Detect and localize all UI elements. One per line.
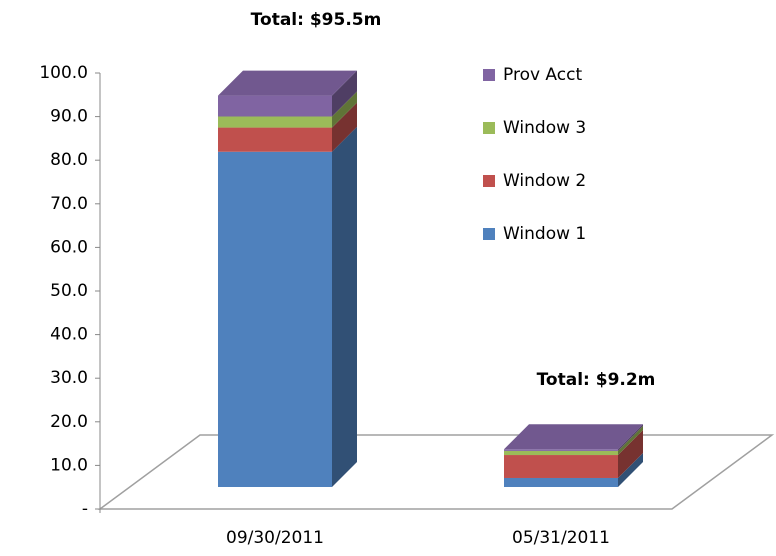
annotation: Total: $9.2m bbox=[537, 370, 656, 390]
y-tick-label: 50.0 bbox=[50, 281, 88, 301]
bar bbox=[218, 95, 332, 117]
legend-swatch bbox=[483, 175, 495, 187]
legend-label: Window 3 bbox=[503, 118, 586, 138]
legend-swatch bbox=[483, 122, 495, 134]
bar-side bbox=[618, 452, 643, 487]
bar bbox=[504, 477, 618, 487]
x-tick-label: 05/31/2011 bbox=[512, 528, 610, 548]
bar bbox=[504, 449, 618, 451]
bar-top bbox=[218, 70, 357, 96]
y-tick-label: 80.0 bbox=[50, 150, 88, 170]
y-tick-label: 40.0 bbox=[50, 325, 88, 345]
y-tick-label: 10.0 bbox=[50, 455, 88, 475]
bar-side bbox=[332, 102, 357, 152]
y-tick-label: - bbox=[82, 499, 88, 519]
y-tick-label: 90.0 bbox=[50, 107, 88, 127]
y-tick-label: 100.0 bbox=[39, 63, 88, 83]
y-tick-label: 70.0 bbox=[50, 194, 88, 214]
legend-label: Window 1 bbox=[503, 224, 586, 244]
legend-label: Prov Acct bbox=[503, 65, 582, 85]
bar bbox=[218, 116, 332, 128]
legend-swatch bbox=[483, 69, 495, 81]
annotation: Total: $95.5m bbox=[251, 10, 382, 30]
floor bbox=[97, 434, 775, 510]
legend-label: Window 2 bbox=[503, 171, 586, 191]
bar-side bbox=[332, 91, 357, 128]
bar-side bbox=[332, 126, 357, 487]
bar-side bbox=[332, 70, 357, 117]
bar bbox=[218, 151, 332, 487]
legend-swatch bbox=[483, 228, 495, 240]
y-tick-label: 30.0 bbox=[50, 368, 88, 388]
bar-side bbox=[618, 430, 643, 478]
bar-side bbox=[618, 424, 643, 451]
bar bbox=[504, 450, 618, 456]
bar-side bbox=[618, 425, 643, 456]
bar bbox=[218, 127, 332, 152]
x-tick-label: 09/30/2011 bbox=[226, 528, 324, 548]
bar bbox=[504, 455, 618, 478]
y-tick-label: 20.0 bbox=[50, 412, 88, 432]
bar-top bbox=[504, 424, 643, 450]
y-tick-label: 60.0 bbox=[50, 237, 88, 257]
